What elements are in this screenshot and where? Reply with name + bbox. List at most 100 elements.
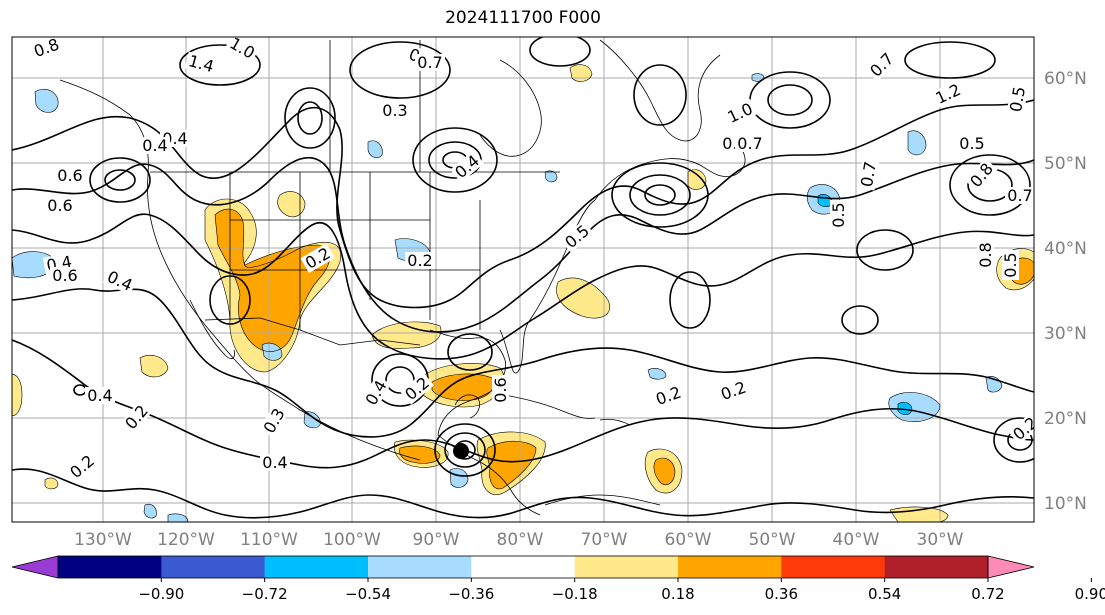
contour-label-bg xyxy=(865,48,899,82)
contour-line xyxy=(12,213,1034,360)
contour-closed xyxy=(767,84,813,116)
contour-closed xyxy=(73,384,87,396)
shade-outline xyxy=(399,445,441,464)
shade-outline xyxy=(449,468,469,488)
shade-outline xyxy=(556,277,610,319)
contour-closed xyxy=(284,87,336,149)
shade-outline xyxy=(261,342,283,361)
contour-label: 0.5 xyxy=(959,134,984,153)
colorbar-tick-label: −0.36 xyxy=(448,585,494,603)
contour-label-bg xyxy=(361,375,391,410)
shade-region-left-edge xyxy=(12,374,22,416)
latitude-tick-label: 20°N xyxy=(1044,409,1087,429)
latitude-axis: 60°N 50°N 40°N 30°N 20°N 10°N xyxy=(1044,69,1087,514)
colorbar-extend-high xyxy=(987,555,1035,579)
shade-outline xyxy=(644,448,683,494)
coastline-baja xyxy=(189,299,235,359)
shade-region-east-atlantic-south-core xyxy=(898,402,912,415)
contour-label-group: 0.4 xyxy=(260,453,290,472)
shade-outline xyxy=(204,198,342,373)
contour-label-group: 0.6 xyxy=(50,266,80,285)
longitude-tick-label: 120°W xyxy=(157,530,215,550)
contour-closed xyxy=(104,169,136,191)
colorbar-segment xyxy=(574,556,679,578)
contour-label-group: 0.7 xyxy=(1005,186,1034,205)
shade-outline xyxy=(806,184,841,215)
shade-outline xyxy=(544,170,558,183)
contour-label-layer: 0.8 1.0 0.6 0.4 1.4 0.6 0.7 0.4 0.6 0.4 0.2 0.3 0.4 0… xyxy=(29,37,1034,483)
shade-outline xyxy=(653,457,676,485)
longitude-tick-label: 110°W xyxy=(240,530,298,550)
shade-region-rockies xyxy=(277,191,305,217)
shade-region-caribbean-core xyxy=(486,441,536,489)
contour-label-bg xyxy=(45,197,75,214)
contour-closed xyxy=(841,305,879,335)
colorbar-tick-label: 0.72 xyxy=(971,585,1004,603)
colorbar-tick-label: 0.54 xyxy=(868,585,901,603)
contour-closed xyxy=(993,417,1034,463)
contour-label-bg xyxy=(957,135,987,152)
contour-label: 0.2 xyxy=(66,451,98,482)
contour-label-bg xyxy=(1005,187,1034,204)
contour-label-bg xyxy=(102,266,138,295)
shade-outline xyxy=(889,506,949,522)
contour-label-bg xyxy=(380,102,410,119)
contour-label: 0.6 xyxy=(57,166,82,185)
shade-outline xyxy=(431,373,494,401)
contour-label-bg xyxy=(400,372,435,405)
coastline-pacific-na xyxy=(59,79,421,461)
contour-label-bg xyxy=(259,403,289,438)
state-border-us-mexico xyxy=(204,317,421,346)
contour-label-group: 0.2 xyxy=(405,251,435,270)
longitude-tick-label: 60°W xyxy=(665,530,712,550)
contour-label: 0.6 xyxy=(47,196,72,215)
shade-outline xyxy=(751,73,765,82)
contour-label-bg xyxy=(140,137,170,154)
contour-label-bg xyxy=(830,200,847,230)
coastline-hudson-bay xyxy=(479,59,542,157)
contour-label: 0.5 xyxy=(561,221,593,252)
shade-outline xyxy=(139,355,169,378)
shade-outline xyxy=(687,169,707,190)
shade-region-mexico-gulf-core xyxy=(432,373,494,401)
shade-outline xyxy=(476,431,546,496)
contour-label-bg xyxy=(1006,82,1029,116)
coastline-yucatan xyxy=(454,394,480,419)
shade-region-sw-us-core xyxy=(215,209,330,352)
contour-label-bg xyxy=(1002,250,1019,280)
colorbar-segment xyxy=(161,556,266,578)
colorbar-frame xyxy=(57,555,989,579)
contour-label: 0.7 xyxy=(866,49,897,80)
shade-outline xyxy=(907,130,927,156)
contour-label-group: 0.2 xyxy=(1008,412,1034,445)
contour-line xyxy=(12,99,1034,309)
shade-region-labrador xyxy=(570,64,592,82)
colorbar-tick-label: −0.90 xyxy=(138,585,184,603)
shade-region-pacific-south xyxy=(144,504,157,519)
contour-label-group: 0.5 xyxy=(829,200,848,230)
contour-label-bg xyxy=(85,387,115,404)
contour-label-group: 0.8 xyxy=(965,158,998,193)
cyclone-marker xyxy=(453,443,469,459)
shade-region-se-atlantic xyxy=(890,507,948,522)
contour-label: 0.5 xyxy=(1001,252,1020,277)
colorbar-tick-label: 0.18 xyxy=(661,585,694,603)
contour-closed xyxy=(412,127,498,193)
shade-outline xyxy=(486,440,537,490)
contour-label-bg xyxy=(716,377,751,404)
contour-closed xyxy=(447,333,493,371)
contour-closed xyxy=(669,271,711,329)
colorbar-segment xyxy=(264,556,369,578)
contour-label: 0.5 xyxy=(829,202,848,227)
contour-label-bg xyxy=(65,450,100,483)
shade-outline xyxy=(303,411,321,429)
contour-label: 0.4 xyxy=(87,386,112,405)
contour-label-group: 0.8 xyxy=(29,37,64,61)
shade-region-baja xyxy=(140,355,168,377)
contour-label-group: 0.2 xyxy=(65,450,100,483)
contour-label-bg xyxy=(405,252,435,269)
colorbar-segment xyxy=(58,556,162,578)
contour-closed xyxy=(611,162,709,228)
contour-label: 0.6 xyxy=(52,266,77,285)
